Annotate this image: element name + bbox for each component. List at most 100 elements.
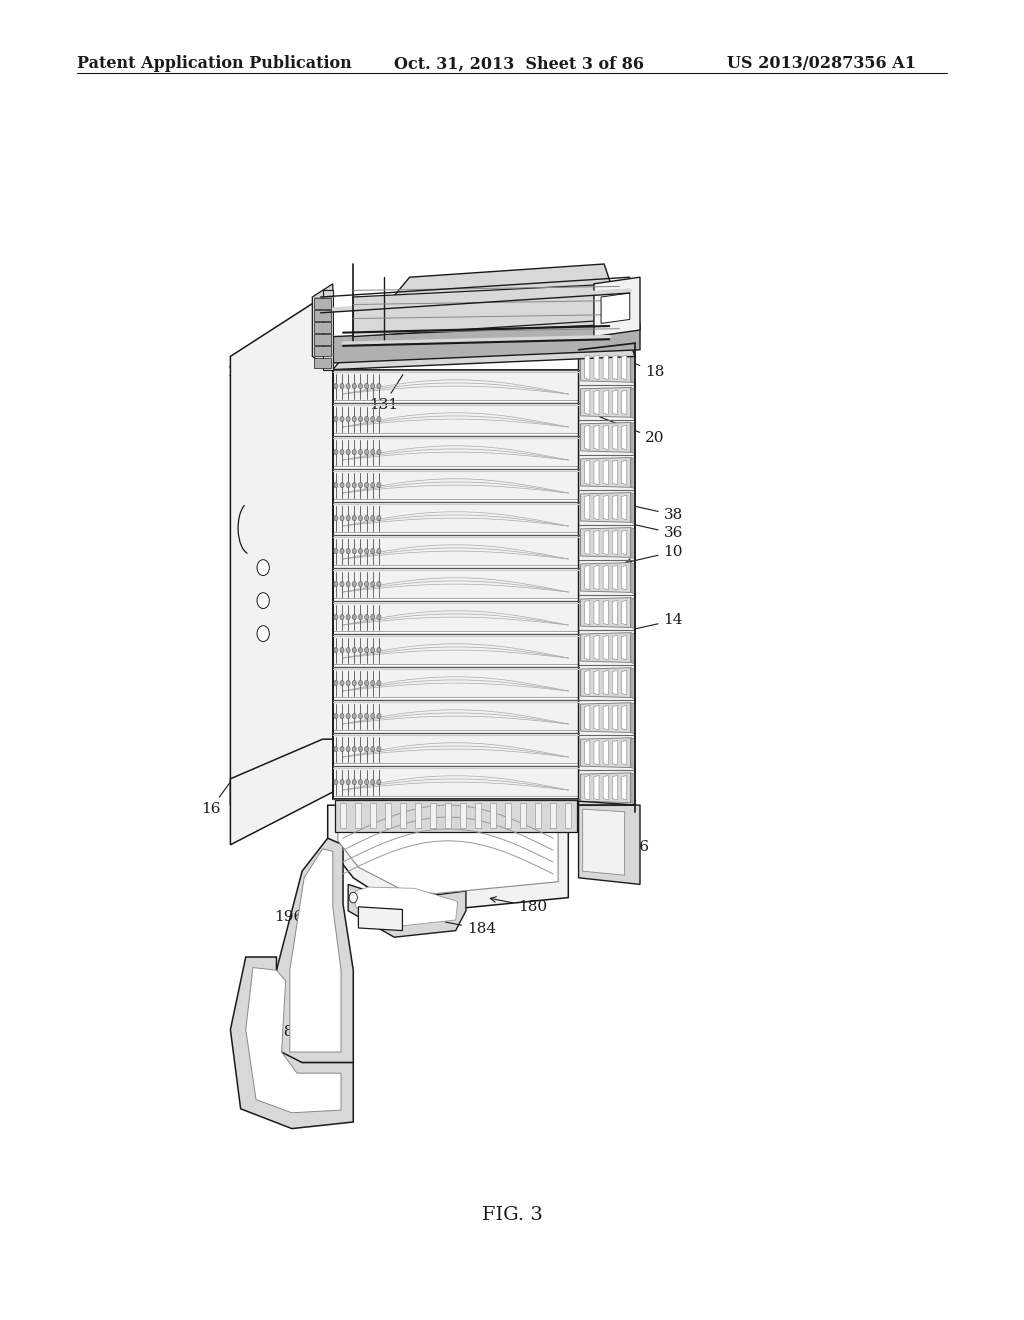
Polygon shape — [323, 290, 333, 370]
Polygon shape — [460, 803, 466, 828]
Circle shape — [377, 417, 381, 422]
Circle shape — [377, 549, 381, 554]
Polygon shape — [631, 738, 635, 768]
Polygon shape — [612, 531, 617, 554]
Polygon shape — [594, 391, 599, 414]
Polygon shape — [631, 598, 635, 628]
Polygon shape — [594, 671, 599, 694]
Polygon shape — [603, 775, 608, 800]
Polygon shape — [340, 803, 346, 828]
Circle shape — [346, 482, 350, 487]
Circle shape — [352, 681, 356, 685]
Polygon shape — [348, 884, 466, 937]
Polygon shape — [603, 741, 608, 764]
Circle shape — [365, 549, 369, 554]
Polygon shape — [585, 775, 590, 800]
Polygon shape — [631, 528, 635, 558]
Polygon shape — [333, 323, 640, 363]
Polygon shape — [230, 957, 353, 1129]
Polygon shape — [581, 388, 631, 417]
Circle shape — [340, 581, 344, 586]
Polygon shape — [328, 805, 568, 911]
Polygon shape — [631, 458, 635, 488]
Circle shape — [371, 713, 375, 718]
Polygon shape — [603, 705, 608, 730]
Circle shape — [352, 747, 356, 752]
Polygon shape — [622, 775, 627, 800]
Circle shape — [358, 615, 362, 620]
Polygon shape — [333, 768, 579, 796]
Circle shape — [340, 417, 344, 422]
Polygon shape — [581, 598, 631, 627]
Text: 12: 12 — [226, 350, 298, 379]
Circle shape — [371, 549, 375, 554]
Text: Patent Application Publication: Patent Application Publication — [77, 55, 351, 73]
Circle shape — [334, 581, 338, 586]
Circle shape — [371, 482, 375, 487]
Polygon shape — [585, 531, 590, 554]
Polygon shape — [581, 422, 631, 453]
Polygon shape — [338, 812, 558, 894]
Polygon shape — [622, 671, 627, 694]
Polygon shape — [355, 803, 361, 828]
Polygon shape — [430, 803, 436, 828]
Polygon shape — [581, 562, 631, 593]
Polygon shape — [290, 849, 341, 1052]
Text: Oct. 31, 2013  Sheet 3 of 86: Oct. 31, 2013 Sheet 3 of 86 — [394, 55, 644, 73]
Circle shape — [365, 615, 369, 620]
Circle shape — [346, 747, 350, 752]
Polygon shape — [333, 405, 579, 433]
Polygon shape — [333, 537, 579, 565]
Circle shape — [340, 449, 344, 454]
Polygon shape — [622, 461, 627, 484]
Polygon shape — [603, 355, 608, 380]
Circle shape — [358, 581, 362, 586]
Polygon shape — [550, 803, 556, 828]
Polygon shape — [603, 635, 608, 660]
Polygon shape — [631, 562, 635, 594]
Polygon shape — [622, 601, 627, 624]
Polygon shape — [603, 565, 608, 590]
Polygon shape — [314, 322, 331, 333]
Polygon shape — [622, 425, 627, 450]
Polygon shape — [583, 809, 625, 875]
Circle shape — [352, 713, 356, 718]
Polygon shape — [333, 504, 579, 532]
Circle shape — [358, 516, 362, 521]
Circle shape — [334, 417, 338, 422]
Polygon shape — [585, 391, 590, 414]
Polygon shape — [581, 492, 631, 523]
Circle shape — [365, 449, 369, 454]
Circle shape — [349, 892, 357, 903]
Text: 184: 184 — [445, 921, 496, 936]
Circle shape — [371, 383, 375, 388]
Circle shape — [377, 449, 381, 454]
Circle shape — [358, 647, 362, 652]
Circle shape — [352, 516, 356, 521]
Polygon shape — [579, 343, 635, 812]
Circle shape — [352, 581, 356, 586]
Polygon shape — [333, 372, 579, 400]
Polygon shape — [536, 803, 542, 828]
Polygon shape — [585, 671, 590, 694]
Circle shape — [377, 713, 381, 718]
Circle shape — [377, 615, 381, 620]
Circle shape — [365, 383, 369, 388]
Circle shape — [346, 516, 350, 521]
Circle shape — [365, 713, 369, 718]
Polygon shape — [603, 671, 608, 694]
Polygon shape — [370, 803, 376, 828]
Polygon shape — [585, 705, 590, 730]
Polygon shape — [631, 422, 635, 454]
Polygon shape — [581, 352, 631, 383]
Circle shape — [352, 383, 356, 388]
Circle shape — [334, 383, 338, 388]
Polygon shape — [490, 803, 497, 828]
Polygon shape — [355, 887, 458, 927]
Polygon shape — [385, 803, 391, 828]
Polygon shape — [353, 284, 620, 337]
Circle shape — [377, 581, 381, 586]
Polygon shape — [585, 741, 590, 764]
Circle shape — [346, 647, 350, 652]
Polygon shape — [445, 803, 452, 828]
